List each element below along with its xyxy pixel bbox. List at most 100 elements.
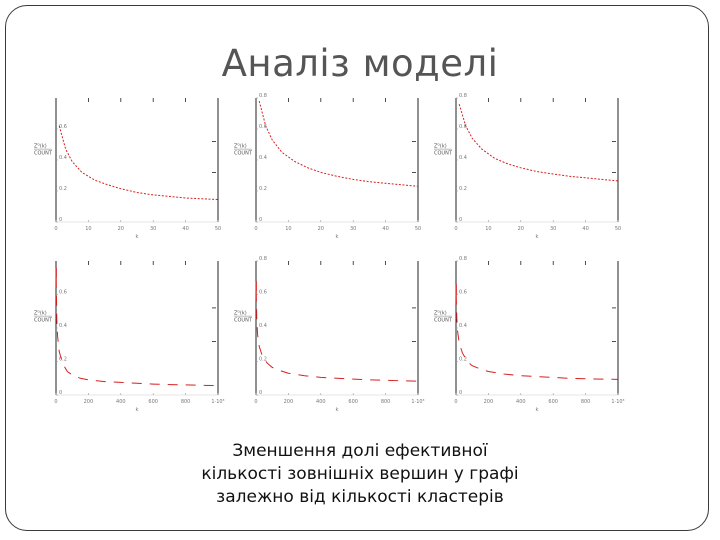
x-tick-label: 50 <box>615 226 621 232</box>
y-tick-label: 0 <box>459 217 462 223</box>
y-tick-label: 0.2 <box>459 186 467 192</box>
x-tick-label: 400 <box>116 399 126 405</box>
x-tick-label: 800 <box>381 399 391 405</box>
x-tick-label: 0 <box>454 399 457 405</box>
chart-5: 0 200 400 600 800 1·10³ 0 0.2 0.4 0.6 0.8 Zᴳ(k)COUN… <box>234 256 425 413</box>
x-tick-label: 50 <box>215 226 221 232</box>
y-axis-label: COUNT <box>234 151 253 157</box>
x-tick-label: 1·10³ <box>211 399 224 405</box>
y-axis-label: Zᴳ(k) <box>234 144 247 150</box>
y-tick-label: 0.6 <box>459 124 467 130</box>
x-tick-label: 0 <box>454 226 457 232</box>
x-tick-label: 1·10³ <box>611 399 624 405</box>
x-tick-label: 10 <box>485 226 491 232</box>
y-tick-label: 0.2 <box>259 186 267 192</box>
y-axis-label: Zᴳ(k) <box>434 311 447 317</box>
y-axis-label: COUNT <box>34 151 53 157</box>
x-axis-label: k <box>136 407 139 413</box>
y-tick-label: 0.4 <box>59 323 67 329</box>
y-tick-label: 0.6 <box>459 290 467 296</box>
caption-line-1: Зменшення долі ефективної <box>232 441 488 461</box>
y-axis-label: Zᴳ(k) <box>234 311 247 317</box>
y-tick-label: 0.4 <box>59 155 67 161</box>
x-axis-label: k <box>336 234 339 240</box>
y-axis-label: Zᴳ(k) <box>34 144 47 150</box>
y-tick-label: 0.2 <box>59 357 67 363</box>
x-axis-label: k <box>336 407 339 413</box>
y-axis-label: COUNT <box>434 318 453 324</box>
slide-title: Аналіз моделі <box>221 42 499 85</box>
y-tick-label: 0.4 <box>259 323 267 329</box>
x-tick-label: 0 <box>54 226 57 232</box>
series-line <box>258 100 419 187</box>
y-tick-label: 0.2 <box>59 186 67 192</box>
y-axis-label: COUNT <box>234 318 253 324</box>
x-tick-label: 20 <box>118 226 124 232</box>
slide-frame <box>5 5 709 531</box>
y-tick-label: 0 <box>59 217 62 223</box>
chart-1: 0 10 20 30 40 50 0 0.2 0.4 0.6 Zᴳ(k)COUNT k <box>34 98 221 240</box>
chart-2: 0 10 20 30 40 50 0 0.2 0.4 0.6 0.8 Zᴳ(k)COUNT k <box>234 93 421 240</box>
y-tick-label: 0.4 <box>459 155 467 161</box>
x-tick-label: 10 <box>285 226 291 232</box>
chart-3: 0 10 20 30 40 50 0 0.2 0.4 0.6 0.8 Zᴳ(k)COUNT k <box>434 93 621 240</box>
x-tick-label: 0 <box>54 399 57 405</box>
y-axis-label: COUNT <box>34 318 53 324</box>
x-tick-label: 600 <box>148 399 158 405</box>
x-tick-label: 30 <box>350 226 356 232</box>
x-axis-label: k <box>136 234 139 240</box>
y-tick-label: 0 <box>59 390 62 396</box>
x-axis-label: k <box>536 407 539 413</box>
x-tick-label: 40 <box>182 226 188 232</box>
y-tick-label: 0 <box>459 390 462 396</box>
y-tick-label: 0.6 <box>59 290 67 296</box>
y-tick-label: 0.4 <box>459 323 467 329</box>
x-tick-label: 0 <box>254 399 257 405</box>
x-tick-label: 0 <box>254 226 257 232</box>
chart-6: 0 200 400 600 800 1·10³ 0 0.2 0.4 0.6 0.8 Zᴳ(k)COUN… <box>434 256 625 413</box>
y-tick-label: 0.6 <box>259 124 267 130</box>
x-axis-label: k <box>536 234 539 240</box>
series-line <box>58 125 219 200</box>
x-tick-label: 400 <box>516 399 526 405</box>
x-tick-label: 30 <box>550 226 556 232</box>
y-axis-label: Zᴳ(k) <box>34 311 47 317</box>
x-tick-label: 50 <box>415 226 421 232</box>
y-tick-label: 0.6 <box>259 290 267 296</box>
x-tick-label: 200 <box>484 399 494 405</box>
x-tick-label: 20 <box>518 226 524 232</box>
y-tick-label: 0.4 <box>259 155 267 161</box>
y-tick-label: 0.2 <box>259 357 267 363</box>
series-line <box>55 277 219 387</box>
y-tick-label: 0 <box>259 217 262 223</box>
x-tick-label: 600 <box>548 399 558 405</box>
slide-caption: Зменшення долі ефективної кількості зовн… <box>140 440 580 509</box>
y-tick-label: 0.8 <box>459 93 467 99</box>
x-tick-label: 40 <box>582 226 588 232</box>
series-line <box>255 291 419 382</box>
y-axis-label: COUNT <box>434 151 453 157</box>
x-tick-label: 10 <box>85 226 91 232</box>
series-line <box>458 104 619 182</box>
x-tick-label: 600 <box>348 399 358 405</box>
caption-line-3: залежно від кількості кластерів <box>216 487 504 507</box>
y-axis-label: Zᴳ(k) <box>434 144 447 150</box>
chart-4: 0 200 400 600 800 1·10³ 0 0.2 0.4 0.6 Zᴳ(k)COUNT k <box>34 261 225 413</box>
series-line <box>455 294 619 380</box>
x-tick-label: 800 <box>581 399 591 405</box>
x-tick-label: 1·10³ <box>411 399 424 405</box>
x-tick-label: 800 <box>181 399 191 405</box>
x-tick-label: 400 <box>316 399 326 405</box>
y-tick-label: 0.8 <box>259 256 267 262</box>
x-tick-label: 40 <box>382 226 388 232</box>
y-tick-label: 0.8 <box>259 93 267 99</box>
x-tick-label: 200 <box>284 399 294 405</box>
x-tick-label: 20 <box>318 226 324 232</box>
y-tick-label: 0 <box>259 390 262 396</box>
caption-line-2: кількості зовнішніх вершин у графі <box>201 464 519 484</box>
y-tick-label: 0.6 <box>59 124 67 130</box>
y-tick-label: 0.2 <box>459 357 467 363</box>
x-tick-label: 200 <box>84 399 94 405</box>
y-tick-label: 0.8 <box>459 256 467 262</box>
x-tick-label: 30 <box>150 226 156 232</box>
